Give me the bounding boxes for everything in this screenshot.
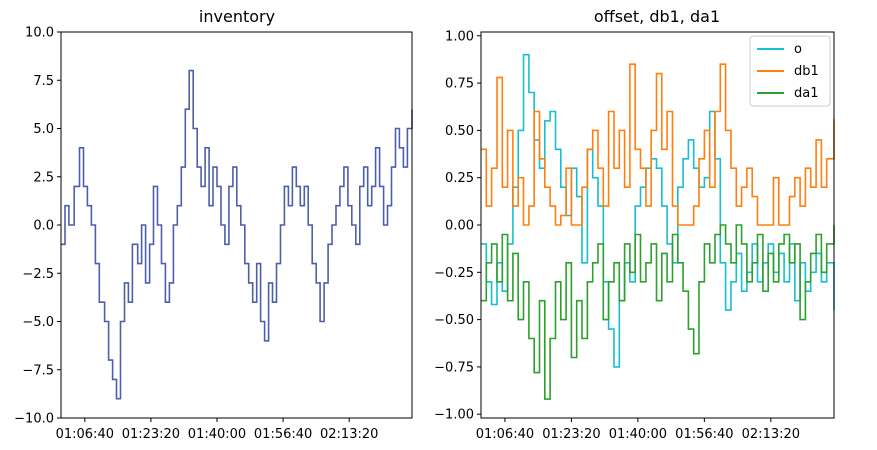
inventory-y-tick-label: −5.0: [22, 315, 54, 330]
offset-y-tick-label: −0.75: [434, 360, 474, 375]
inventory-plot-area: [61, 69, 413, 400]
offset-x-tick-label: 02:13:20: [742, 427, 800, 442]
inventory-x-ticks: 01:06:40 01:23:20 01:40:00 01:56:40 02:13:20: [56, 418, 378, 442]
offset-y-tick-label: −1.00: [434, 408, 474, 423]
inventory-y-tick-label: 7.5: [33, 74, 54, 89]
inventory-y-tick-label: 10.0: [25, 26, 54, 41]
offset-x-tick-label: 01:06:40: [476, 427, 534, 442]
offset-y-tick-label: −0.50: [434, 313, 474, 328]
offset-series-line-da1: [481, 224, 835, 400]
inventory-x-tick-label: 02:13:20: [320, 427, 378, 442]
offset-y-tick-label: 0.50: [445, 124, 474, 139]
inventory-y-tick-label: −2.5: [22, 267, 54, 282]
inventory-y-tick-label: 0.0: [33, 219, 54, 234]
offset-x-tick-label: 01:23:20: [542, 427, 600, 442]
offset-x-tick-label: 01:40:00: [609, 427, 667, 442]
legend-label-o: o: [794, 42, 802, 57]
offset-y-tick-label: 0.25: [445, 171, 474, 186]
legend-label-db1: db1: [794, 64, 819, 79]
inventory-series-line-series-0: [61, 69, 413, 400]
inventory-y-tick-label: 2.5: [33, 170, 54, 185]
offset-x-tick-label: 01:56:40: [675, 427, 733, 442]
offset-series-line-db1: [481, 63, 835, 226]
inventory-y-ticks: −10.0 −7.5 −5.0 −2.5 0.0 2.5 5.0 7.5 10.0: [14, 26, 61, 427]
offset-y-tick-label: 0.75: [445, 77, 474, 92]
legend-label-da1: da1: [794, 86, 819, 101]
inventory-y-tick-label: −7.5: [22, 363, 54, 378]
inventory-x-tick-label: 01:23:20: [122, 427, 180, 442]
offset-y-tick-label: 1.00: [445, 29, 474, 44]
offset-title: offset, db1, da1: [594, 7, 720, 26]
offset-plot-area: [481, 53, 835, 400]
offset-y-tick-label: 0.00: [445, 219, 474, 234]
inventory-panel: inventory 01:06:40 01:23:20 01:40:00 01:56:…: [14, 7, 413, 442]
inventory-x-tick-label: 01:06:40: [56, 427, 114, 442]
inventory-x-tick-label: 01:56:40: [254, 427, 312, 442]
offset-y-tick-label: −0.25: [434, 266, 474, 281]
inventory-y-tick-label: 5.0: [33, 122, 54, 137]
inventory-x-tick-label: 01:40:00: [188, 427, 246, 442]
offset-x-ticks: 01:06:40 01:23:20 01:40:00 01:56:40 02:13:20: [476, 418, 800, 442]
inventory-axes-frame: [60, 31, 413, 419]
inventory-y-tick-label: −10.0: [14, 412, 54, 427]
inventory-title: inventory: [199, 7, 275, 26]
offset-legend: o db1 da1: [749, 35, 831, 107]
offset-y-ticks: −1.00 −0.75 −0.50 −0.25 0.00 0.25 0.50 0.75 1.00: [434, 29, 481, 423]
offset-axes-frame: [480, 31, 835, 419]
offset-panel: offset, db1, da1 01:06:40 01:23:20 01:40:0…: [434, 7, 835, 442]
legend-box: [749, 35, 831, 107]
